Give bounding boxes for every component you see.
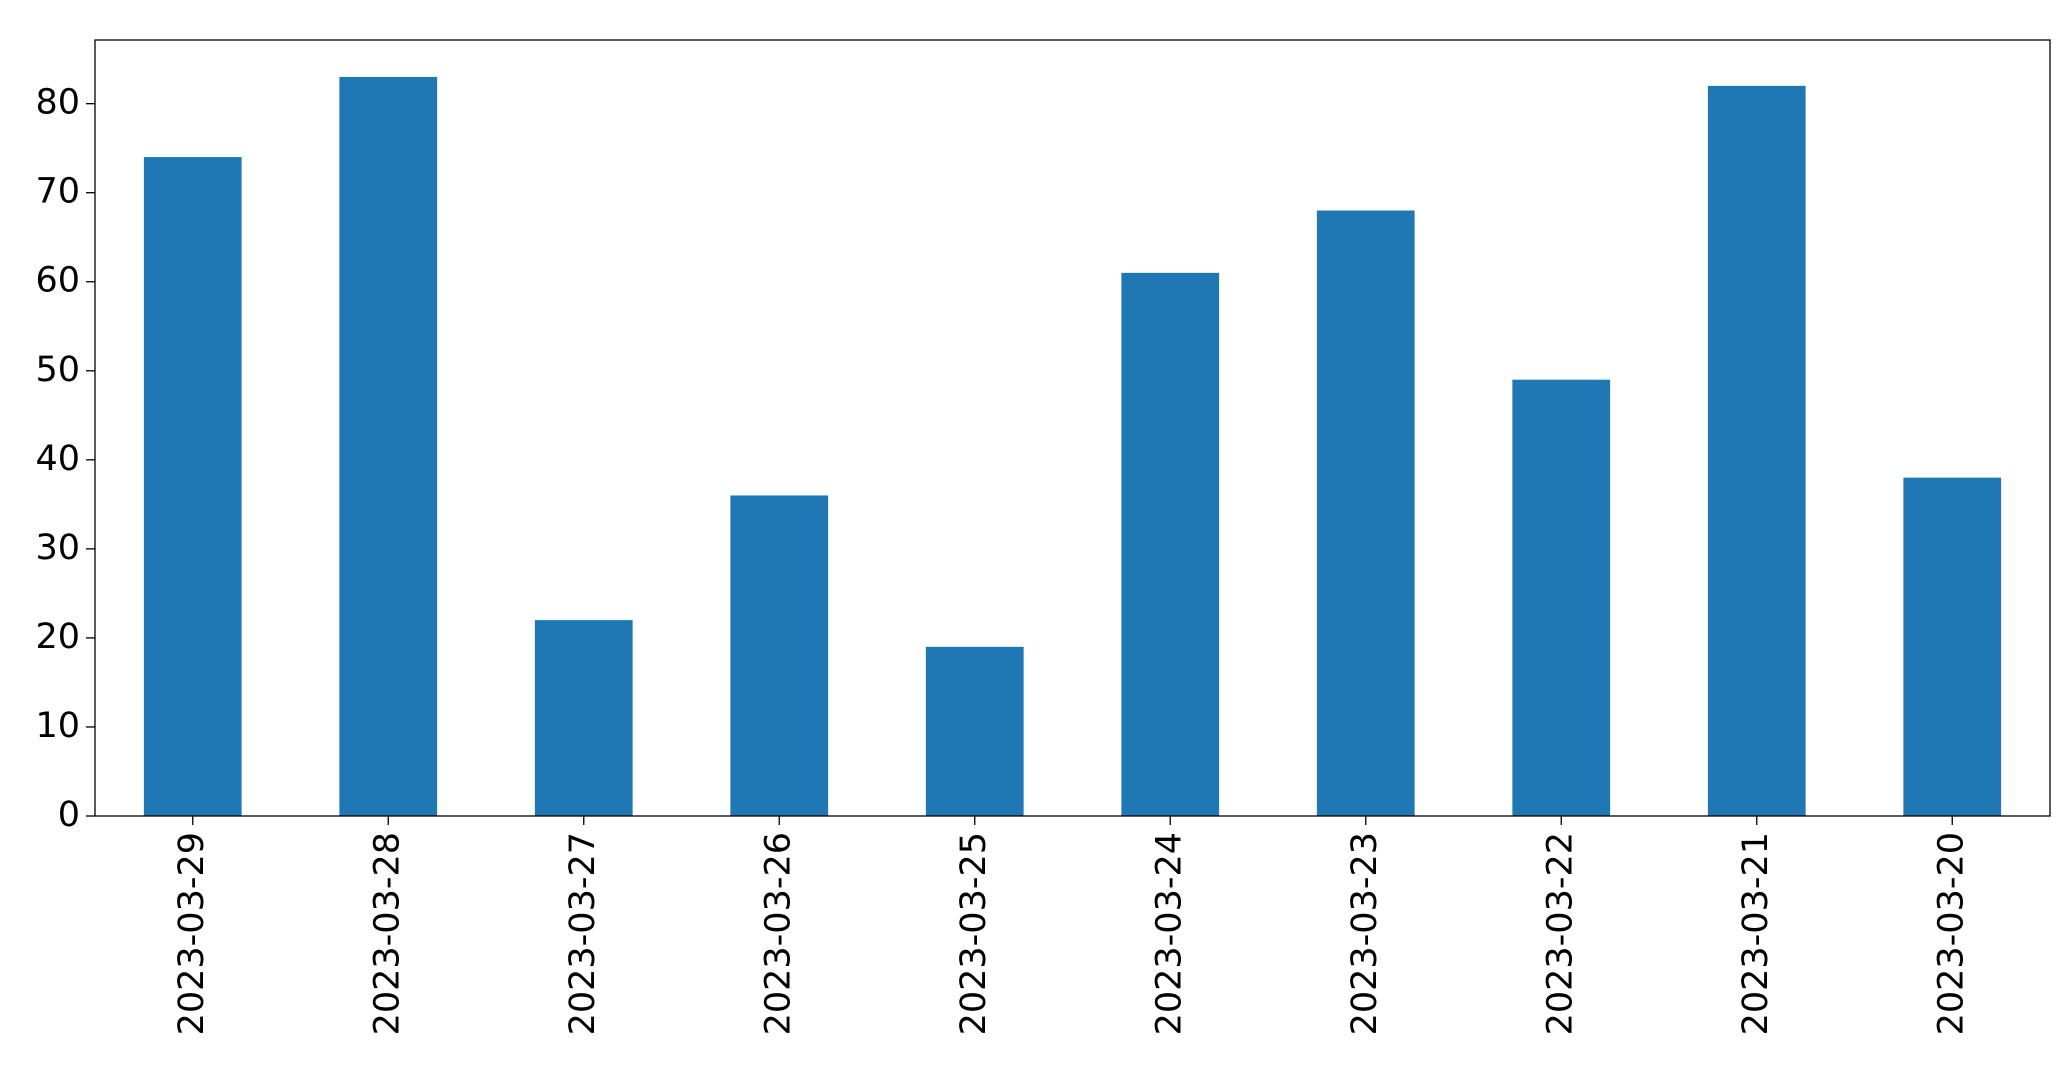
x-tick-label: 2023-03-21	[1736, 832, 1776, 1035]
x-tick-label: 2023-03-26	[758, 832, 798, 1035]
x-tick-label: 2023-03-23	[1345, 832, 1385, 1035]
y-tick-label: 10	[35, 706, 80, 746]
x-tick-label: 2023-03-20	[1931, 832, 1971, 1035]
y-tick-label: 70	[35, 172, 80, 212]
bar	[1707, 85, 1806, 816]
y-tick-label: 80	[35, 83, 80, 123]
y-tick-label: 40	[35, 439, 80, 479]
bar	[1903, 477, 2002, 816]
bar	[534, 620, 633, 816]
x-tick-label: 2023-03-24	[1149, 832, 1189, 1035]
bar	[339, 76, 438, 816]
bar	[1121, 272, 1220, 817]
bar	[730, 495, 829, 816]
x-tick-label: 2023-03-25	[954, 832, 994, 1035]
x-tick-label: 2023-03-29	[172, 832, 212, 1035]
y-tick-label: 60	[35, 261, 80, 301]
y-tick-label: 0	[58, 795, 80, 835]
y-tick-label: 20	[35, 617, 80, 657]
bar	[143, 157, 242, 816]
bar	[925, 646, 1024, 816]
bar	[1316, 210, 1415, 816]
plot-frame	[94, 39, 2051, 817]
bar	[1512, 379, 1611, 816]
y-tick-label: 30	[35, 528, 80, 568]
x-tick-label: 2023-03-28	[367, 832, 407, 1035]
x-tick-label: 2023-03-27	[563, 832, 603, 1035]
y-tick-label: 50	[35, 350, 80, 390]
x-tick-label: 2023-03-22	[1540, 832, 1580, 1035]
